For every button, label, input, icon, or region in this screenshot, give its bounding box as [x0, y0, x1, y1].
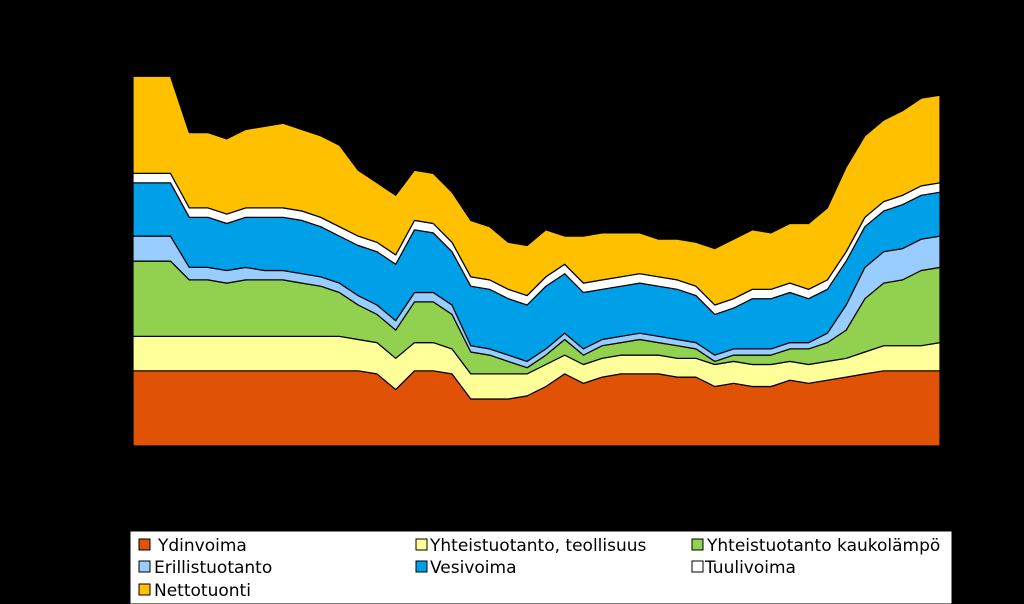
legend-swatch-ydinvoima [138, 538, 151, 551]
legend-entry-ydinvoima: Ydinvoima [138, 536, 247, 556]
legend: Ydinvoima Yhteistuotanto, teollisuus Yht… [129, 530, 953, 604]
legend-label-ydinvoima: Ydinvoima [157, 536, 247, 556]
area-series-6 [132, 75, 941, 306]
legend-entry-erillistuotanto: Erillistuotanto [138, 558, 272, 578]
legend-box [129, 530, 953, 604]
plot-area [132, 75, 941, 447]
legend-entry-tuulivoima: Tuulivoima [691, 558, 796, 578]
legend-label-tuulivoima: Tuulivoima [704, 558, 796, 578]
legend-label-yhteistuotanto-teollisuus: Yhteistuotanto, teollisuus [429, 536, 647, 556]
legend-label-vesivoima: Vesivoima [430, 558, 517, 578]
legend-entry-yhteistuotanto-kaukolampo: Yhteistuotanto kaukolämpö [691, 536, 940, 556]
legend-swatch-yhteistuotanto-kaukolampo [691, 538, 704, 551]
legend-label-erillistuotanto: Erillistuotanto [154, 558, 272, 578]
legend-label-yhteistuotanto-kaukolampo: Yhteistuotanto kaukolämpö [706, 536, 940, 556]
legend-entry-nettotuonti: Nettotuonti [138, 581, 251, 601]
legend-entry-vesivoima: Vesivoima [415, 558, 517, 578]
legend-swatch-tuulivoima [691, 560, 704, 573]
legend-swatch-erillistuotanto [138, 560, 151, 573]
legend-swatch-yhteistuotanto-teollisuus [415, 538, 428, 551]
legend-swatch-nettotuonti [138, 583, 151, 596]
legend-entry-yhteistuotanto-teollisuus: Yhteistuotanto, teollisuus [415, 536, 647, 556]
legend-swatch-vesivoima [415, 560, 428, 573]
legend-label-nettotuonti: Nettotuonti [154, 581, 251, 601]
